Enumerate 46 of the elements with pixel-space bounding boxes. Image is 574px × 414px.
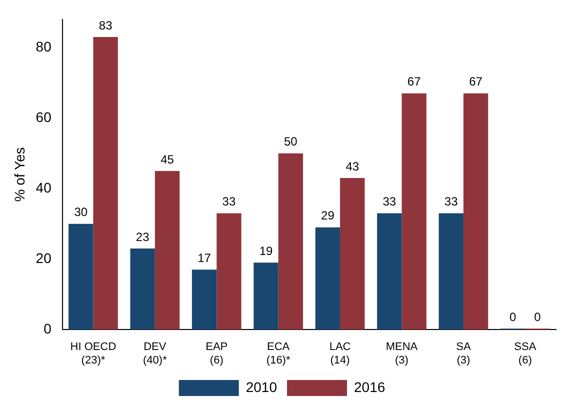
data-label: 33	[222, 194, 236, 209]
data-label: 30	[74, 205, 88, 220]
y-tick-label: 40	[36, 179, 52, 196]
bar	[93, 37, 118, 330]
y-tick-label: 0	[44, 320, 52, 336]
data-label: 0	[509, 310, 516, 324]
data-label: 67	[469, 74, 483, 89]
data-label: 33	[444, 194, 458, 209]
bar	[154, 170, 180, 330]
data-label: 67	[407, 74, 422, 89]
x-tick-label: HI OECD (23)*	[70, 341, 116, 366]
x-tick-label: LAC (14)	[329, 341, 351, 366]
data-label: 0	[534, 310, 542, 324]
x-tick-label: MENA (3)	[386, 341, 418, 366]
bar	[438, 213, 464, 330]
data-label: 23	[136, 230, 150, 244]
bar	[68, 224, 94, 330]
bar	[402, 93, 426, 330]
data-label: 33	[382, 194, 396, 209]
x-tick-label: DEV (40)*	[143, 341, 168, 366]
x-tick-label: SA (3)	[456, 341, 472, 366]
data-label: 29	[321, 208, 335, 223]
bar	[315, 227, 340, 330]
bar	[377, 213, 402, 330]
data-label: 43	[346, 159, 360, 174]
bar	[192, 270, 217, 330]
data-label: 17	[198, 250, 212, 265]
data-label: 19	[259, 244, 273, 258]
x-tick-label: SSA (6)	[514, 341, 537, 366]
x-tick-label: ECA (16)*	[266, 341, 291, 366]
data-label: 83	[98, 18, 113, 32]
y-tick-label: 20	[36, 250, 52, 266]
bar	[340, 178, 365, 330]
data-label: 50	[284, 134, 298, 149]
y-axis-title: % of Yes	[11, 147, 28, 202]
bar	[216, 213, 242, 330]
y-tick-label: 80	[36, 38, 52, 54]
bar	[278, 153, 304, 330]
x-tick-label: EAP (6)	[206, 341, 228, 366]
bar	[463, 93, 488, 330]
legend-label: 2016	[354, 378, 386, 395]
bar	[130, 248, 155, 330]
data-label: 45	[160, 152, 174, 166]
y-tick-label: 60	[36, 108, 52, 125]
bar	[254, 262, 278, 330]
legend-label: 2010	[246, 378, 278, 395]
